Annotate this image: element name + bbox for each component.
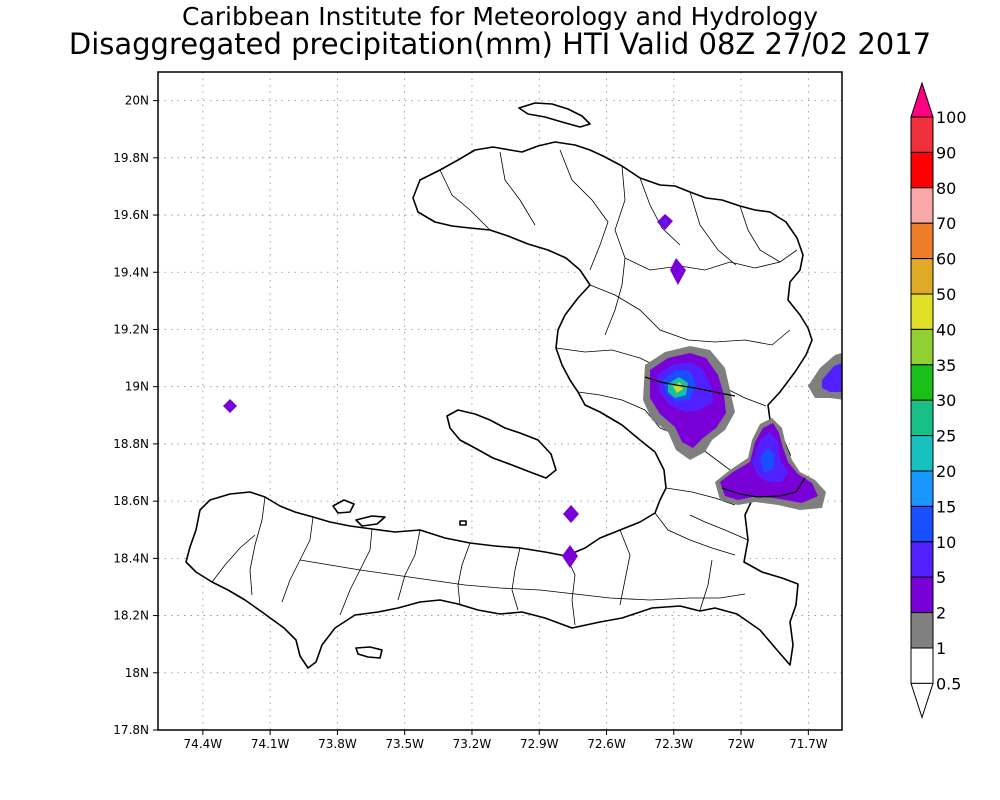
chart-subtitle: Disaggregated precipitation(mm) HTI Vali… [68, 27, 932, 61]
legend-arrow-top [910, 81, 934, 118]
longitude-axis: 74.4W 74.1W 73.8W 73.5W 73.2W 72.9W 72.6W 72.3W… [184, 730, 828, 751]
legend-label: 1 [936, 639, 946, 658]
legend-label: 2 [936, 604, 946, 623]
legend-label: 60 [936, 250, 956, 269]
rain-spot-south-1 [563, 505, 579, 523]
lat-tick-label: 19.8N [113, 151, 149, 165]
legend-label: 30 [936, 391, 956, 410]
legend-label: 35 [936, 356, 956, 375]
lat-tick-label: 20N [125, 94, 149, 108]
map-frame [157, 71, 843, 731]
lon-tick-label: 72.9W [520, 737, 559, 751]
precipitation-field [223, 214, 842, 568]
lat-tick-label: 18.6N [113, 494, 149, 508]
legend-swatch [910, 364, 934, 401]
legend-swatch [910, 187, 934, 224]
lat-tick-label: 19.4N [113, 265, 149, 279]
legend-swatch [910, 435, 934, 472]
ile-a-vache [355, 646, 383, 659]
lon-tick-label: 74.1W [251, 737, 290, 751]
ile-de-la-tortue [518, 102, 591, 128]
legend-swatch [910, 612, 934, 649]
lon-tick-label: 74.4W [184, 737, 223, 751]
rain-spot-south-2 [562, 545, 578, 568]
legend-label: 40 [936, 320, 956, 339]
legend-swatch [910, 258, 934, 295]
haiti-mainland [185, 141, 813, 669]
legend-arrow-bottom [910, 682, 934, 720]
lat-tick-label: 19.6N [113, 208, 149, 222]
legend-swatch [910, 505, 934, 543]
lon-tick-label: 72W [728, 737, 755, 751]
legend-swatch [910, 293, 934, 330]
lat-tick-label: 18N [125, 666, 149, 680]
legend-swatch [910, 647, 934, 684]
legend-swatch [910, 541, 934, 578]
legend-swatch [910, 151, 934, 189]
legend-label: 15 [936, 497, 956, 516]
lon-tick-label: 73.2W [453, 737, 492, 751]
rain-spot-west-sea [223, 399, 237, 413]
legend-label: 80 [936, 179, 956, 198]
lon-tick-label: 72.6W [587, 737, 626, 751]
legend-label: 20 [936, 462, 956, 481]
lat-tick-label: 18.8N [113, 437, 149, 451]
legend-swatch [910, 222, 934, 260]
ile-de-la-navase-islet [459, 520, 467, 526]
lon-tick-label: 73.5W [385, 737, 424, 751]
legend-swatch [910, 470, 934, 507]
lat-tick-label: 17.8N [113, 723, 149, 737]
land-outlines [185, 102, 813, 669]
lat-tick-label: 18.4N [113, 551, 149, 565]
legend-label: 25 [936, 427, 956, 446]
lat-tick-label: 18.2N [113, 609, 149, 623]
lon-tick-label: 71.7W [789, 737, 828, 751]
cayemites-island [332, 499, 355, 514]
cayemites-island-2 [355, 515, 386, 527]
legend-label: 10 [936, 533, 956, 552]
ile-de-la-gonave [446, 409, 557, 479]
rain-area-east-edge-violet [822, 363, 842, 392]
legend-label: 100 [936, 108, 967, 127]
legend-swatch [910, 399, 934, 437]
lat-tick-label: 19.2N [113, 322, 149, 336]
rain-spot-north-2 [670, 258, 686, 285]
legend-swatch [910, 328, 934, 366]
rain-spot-north-core [662, 218, 668, 226]
legend-swatch [910, 116, 934, 153]
coastline-overlay [644, 376, 806, 498]
color-legend: 100 90 80 70 60 50 40 35 30 25 20 15 10 5 2 1 0.5 [910, 81, 967, 720]
chart-title: Caribbean Institute for Meteorology and … [182, 2, 818, 31]
lon-tick-label: 72.3W [655, 737, 694, 751]
rain-area-southeast-blue [760, 448, 775, 472]
legend-label: 0.5 [936, 674, 961, 693]
legend-swatch [910, 576, 934, 614]
legend-label: 50 [936, 285, 956, 304]
legend-label: 5 [936, 568, 946, 587]
legend-label: 90 [936, 143, 956, 162]
latitude-axis: 20N 19.8N 19.6N 19.4N 19.2N 19N 18.8N 18.6N 18.4… [113, 94, 158, 737]
lat-tick-label: 19N [125, 380, 149, 394]
legend-label: 70 [936, 214, 956, 233]
lon-tick-label: 73.8W [318, 737, 357, 751]
